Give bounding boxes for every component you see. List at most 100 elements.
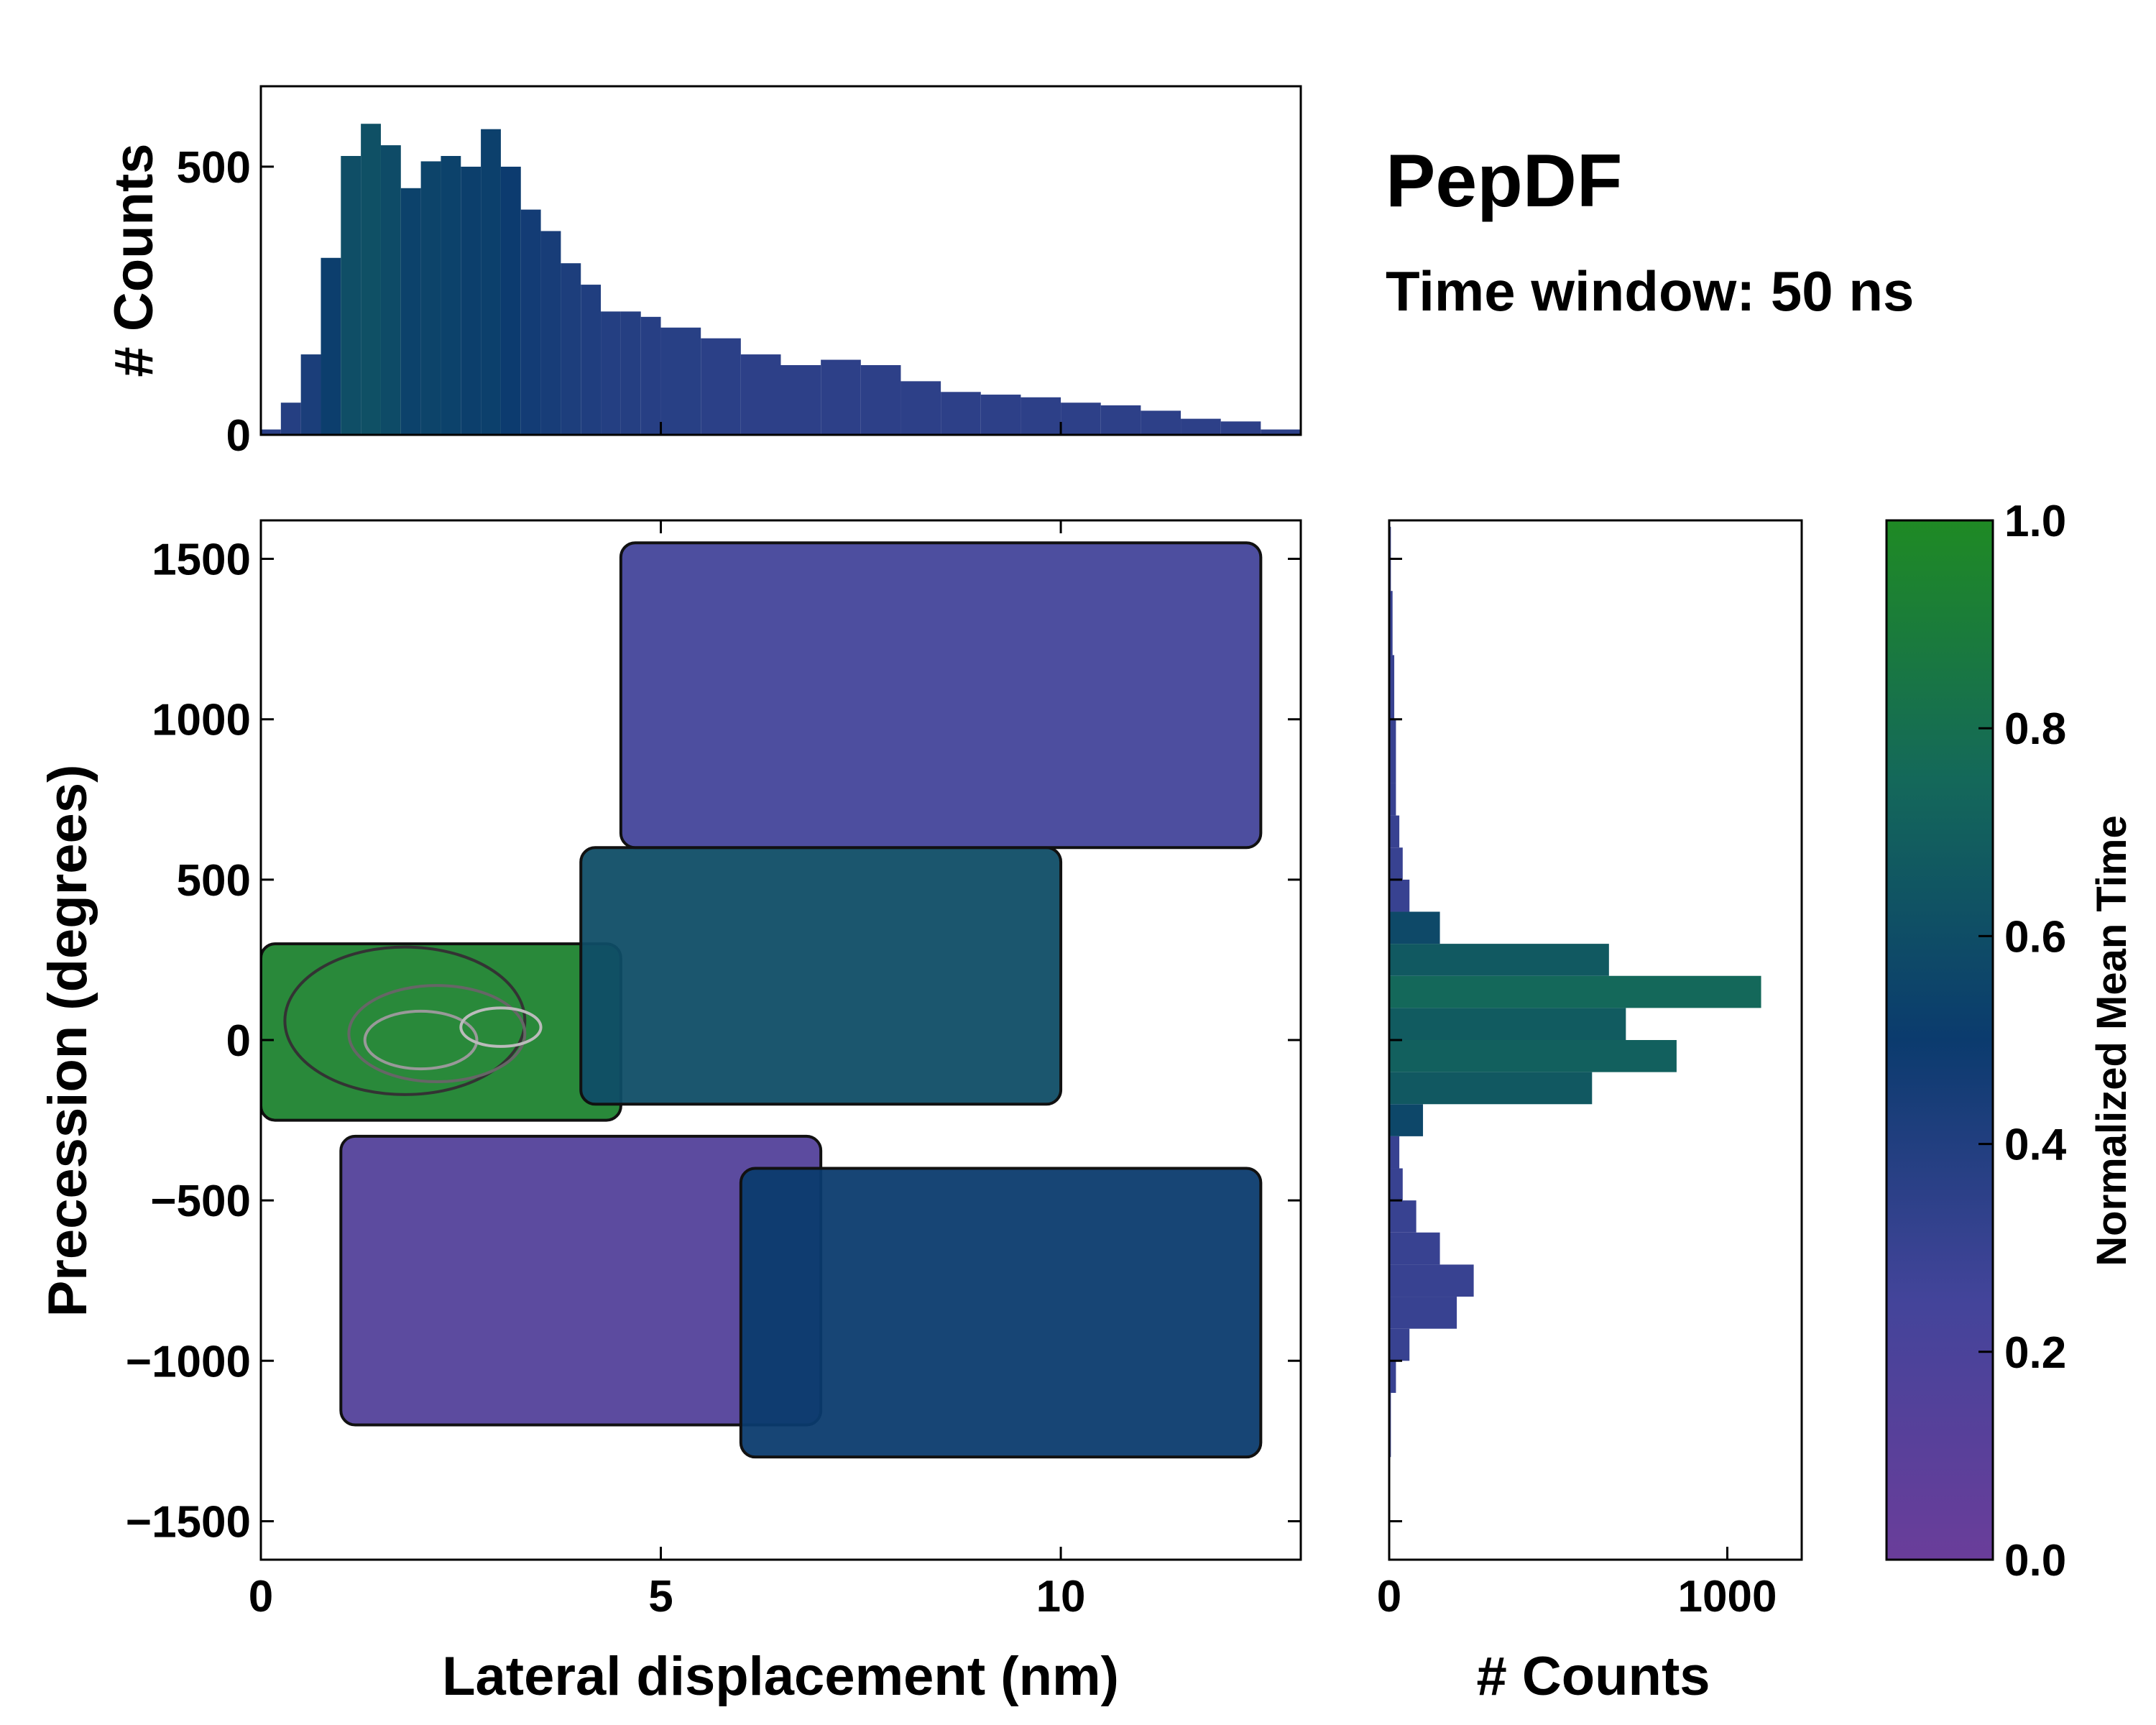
top-histogram-bar [420, 161, 441, 435]
top-histogram-bar [1141, 410, 1181, 435]
top-ytick-label: 0 [226, 411, 251, 461]
colorbar: 0.0 0.2 0.4 0.6 0.8 1.0 Normalized Mean Time [1885, 497, 2135, 1586]
top-histogram-bar [540, 231, 561, 435]
colorbar-tick-label: 0.6 [2004, 912, 2066, 962]
right-histogram-bar [1389, 1072, 1593, 1105]
top-histogram-bar [380, 145, 401, 435]
right-histogram-bar [1389, 1040, 1677, 1072]
main-ytick-label: −500 [150, 1177, 251, 1226]
colorbar-tick-label: 1.0 [2004, 497, 2066, 546]
heatmap-region-3 [619, 541, 1263, 850]
top-histogram-bar [1261, 429, 1301, 435]
right-histogram-bar [1389, 1200, 1416, 1233]
top-histogram-bar [1181, 418, 1221, 435]
top-histogram-bar [620, 311, 641, 435]
colorbar-tick-label: 0.4 [2004, 1121, 2067, 1170]
top-histogram-bar [581, 285, 602, 435]
right-xtick-label: 0 [1377, 1572, 1401, 1622]
top-histogram-bar [1021, 397, 1061, 435]
figure-title: PepDF [1386, 139, 1622, 223]
right-histogram-ticks: 0 1000 [1377, 558, 1777, 1622]
right-histogram-bar [1389, 1104, 1424, 1136]
right-xtick-label: 1000 [1678, 1572, 1777, 1622]
right-histogram-bar [1389, 879, 1410, 912]
density-contour-3 [363, 1009, 479, 1071]
top-histogram-ylabel: # Counts [103, 143, 165, 377]
top-histogram-bar [400, 188, 421, 435]
top-histogram-bar [1220, 421, 1261, 435]
top-histogram-bar [520, 209, 541, 435]
top-ytick-label: 500 [177, 143, 251, 193]
main-ytick-label: 1000 [152, 696, 251, 745]
colorbar-tick-label: 0.0 [2004, 1536, 2066, 1586]
right-histogram-bar [1389, 719, 1396, 783]
right-histogram-bar [1389, 1361, 1396, 1393]
main-ytick-label: −1000 [126, 1337, 251, 1386]
colorbar-tick-label: 0.2 [2004, 1328, 2066, 1378]
colorbar-label: Normalized Mean Time [2088, 815, 2135, 1266]
top-histogram-bar [1061, 402, 1101, 435]
main-xtick-label: 10 [1036, 1572, 1086, 1622]
top-histogram-bar [860, 365, 901, 435]
top-histogram: 0 500 # Counts [103, 85, 1302, 461]
colorbar-tick-label: 0.8 [2004, 704, 2066, 754]
right-histogram-bar [1389, 783, 1396, 816]
right-histogram-bar [1389, 944, 1609, 976]
density-contour-2 [347, 984, 527, 1084]
top-histogram-bars [261, 124, 1301, 435]
right-histogram-bar [1389, 911, 1440, 944]
right-histogram-bar [1389, 1264, 1474, 1297]
density-contour-4 [459, 1006, 543, 1048]
top-histogram-bar [701, 338, 741, 435]
right-histogram-bar [1389, 655, 1395, 719]
right-histogram-bar [1389, 1136, 1400, 1169]
right-histogram-bar [1389, 815, 1400, 848]
right-histogram-bar [1389, 1232, 1440, 1265]
top-histogram-bar [980, 395, 1021, 435]
main-ytick-label: −1500 [126, 1497, 251, 1547]
right-histogram-bar [1389, 975, 1761, 1008]
main-ylabel: Precession (degrees) [37, 765, 98, 1317]
main-xtick-label: 5 [648, 1572, 673, 1622]
top-histogram-bar [461, 166, 482, 435]
top-histogram-bar [1100, 405, 1141, 435]
right-histogram-bar [1389, 1328, 1410, 1361]
main-ticks: 0 5 10 −1500 −1000 −500 0 500 1000 1500 [126, 520, 1301, 1622]
top-histogram-bar [821, 359, 861, 435]
main-heatmap: 0 5 10 −1500 −1000 −500 0 500 1000 1500 Lateral d… [37, 519, 1302, 1707]
top-histogram-bar [341, 156, 361, 435]
right-histogram-bar [1389, 1297, 1457, 1329]
main-ytick-label: 500 [177, 856, 251, 906]
density-contour-1 [283, 945, 527, 1096]
top-histogram-frame [259, 85, 1302, 436]
top-histogram-bar [640, 316, 661, 435]
top-histogram-bar [261, 429, 281, 435]
right-histogram-bar [1389, 1168, 1403, 1201]
right-histogram: 0 1000 # Counts [1377, 519, 1803, 1707]
top-histogram-bar [321, 257, 341, 435]
top-histogram-bar [941, 392, 981, 435]
top-histogram-bar [481, 129, 501, 435]
heatmap-region-5 [739, 1167, 1263, 1459]
main-xlabel: Lateral displacement (nm) [442, 1646, 1119, 1707]
right-histogram-xlabel: # Counts [1476, 1646, 1710, 1707]
top-histogram-bar [441, 156, 461, 435]
top-histogram-bar [601, 311, 621, 435]
heatmap-region-2 [579, 846, 1063, 1106]
top-histogram-ticks: 0 500 [177, 143, 1062, 461]
top-histogram-bar [780, 365, 821, 435]
heatmap-contours [283, 945, 543, 1096]
top-histogram-bar [500, 166, 521, 435]
top-histogram-bar [300, 354, 321, 435]
right-histogram-bar [1389, 1008, 1626, 1040]
top-histogram-bar [740, 354, 781, 435]
top-histogram-bar [900, 381, 941, 435]
main-ytick-label: 1500 [152, 535, 251, 585]
main-ytick-label: 0 [226, 1016, 251, 1066]
main-xtick-label: 0 [249, 1572, 273, 1622]
heatmap-cells [261, 541, 1263, 1459]
figure-subtitle: Time window: 50 ns [1386, 259, 1914, 323]
right-histogram-bar [1389, 591, 1393, 656]
colorbar-gradient [1885, 519, 1994, 1561]
